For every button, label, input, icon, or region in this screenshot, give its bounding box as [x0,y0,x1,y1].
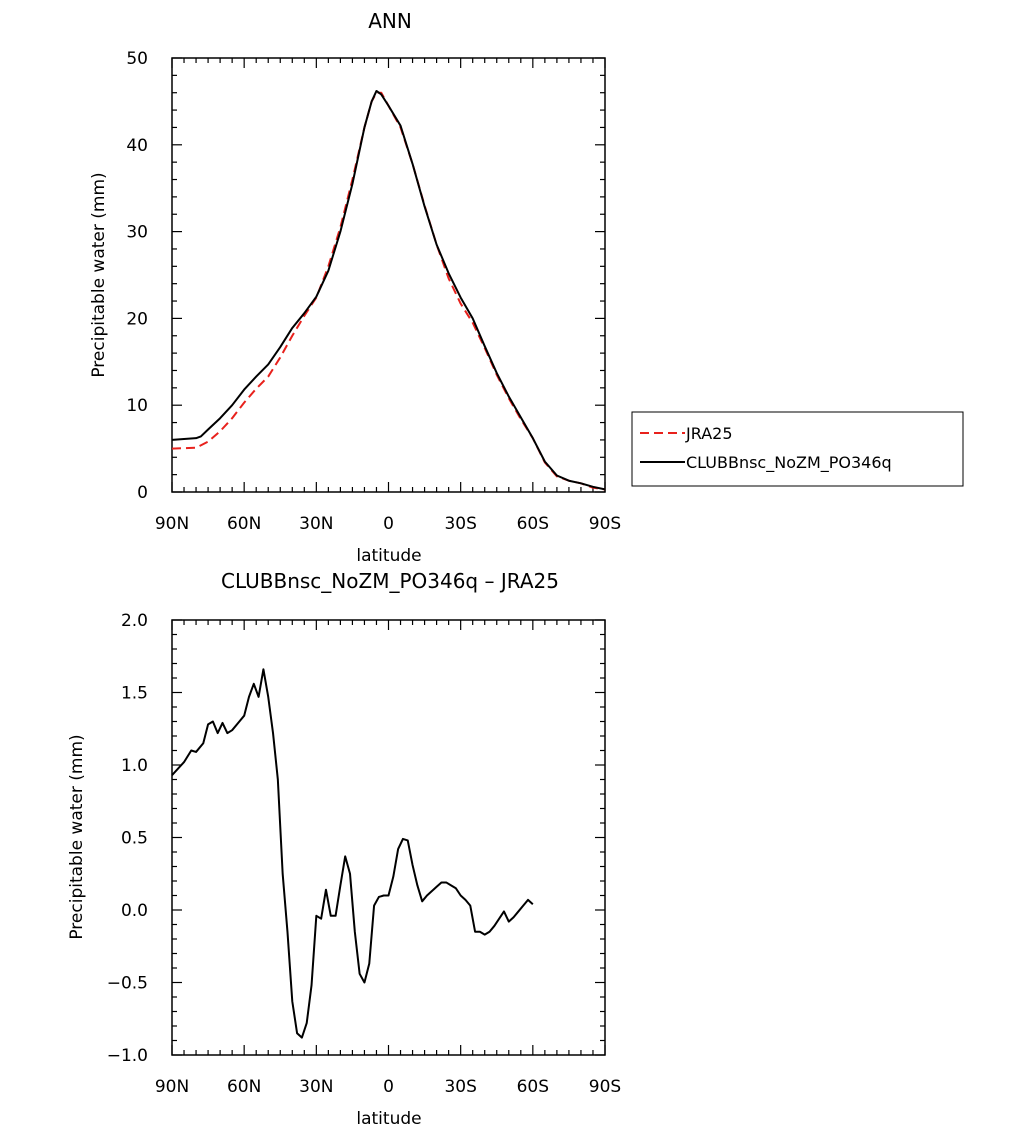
bottom-chart-title: CLUBBnsc_NoZM_PO346q – JRA25 [221,569,559,593]
x-tick-label: 0 [383,514,394,534]
bottom-x-axis-label: latitude [356,1109,421,1129]
y-tick-label: −0.5 [107,974,148,994]
bottom-series [171,668,534,1039]
y-tick-label: 0.5 [121,829,148,849]
legend-box [631,411,964,487]
y-tick-label: 2.0 [121,611,148,631]
y-tick-label: 40 [126,136,148,156]
series-line [171,668,534,1039]
x-tick-label: 90N [155,514,189,534]
legend-label-jra25: JRA25 [685,424,733,443]
y-tick-label: −1.0 [107,1046,148,1066]
x-tick-label: 60S [517,514,549,534]
top-series [171,89,606,491]
top-chart-title: ANN [368,9,412,33]
y-tick-label: 1.5 [121,684,148,704]
x-tick-label: 0 [383,1077,394,1097]
y-tick-label: 20 [126,309,148,329]
y-tick-label: 1.0 [121,756,148,776]
bottom-ticks [171,619,606,1056]
y-tick-label: 30 [126,223,148,243]
series-line [171,89,606,491]
x-tick-label: 60N [227,1077,261,1097]
bottom-y-axis-label: Precipitable water (mm) [67,734,87,939]
bottom-tick-labels: 90N 60N 30N 0 30S 60S 90S −1.0 −0.5 0.0 0.5 1.0 1.5 2… [107,611,622,1097]
x-tick-label: 90N [155,1077,189,1097]
y-tick-label: 50 [126,49,148,69]
legend-label-clubb: CLUBBnsc_NoZM_PO346q [686,453,892,473]
x-tick-label: 30N [299,1077,333,1097]
top-plot-frame [171,57,606,493]
x-tick-label: 90S [589,1077,621,1097]
legend: JRA25 CLUBBnsc_NoZM_PO346q [631,411,964,487]
x-tick-label: 30S [444,1077,476,1097]
y-tick-label: 0.0 [121,901,148,921]
y-tick-label: 0 [137,483,148,503]
x-tick-label: 60N [227,514,261,534]
x-tick-label: 90S [589,514,621,534]
bottom-plot-frame [171,619,606,1056]
top-tick-labels: 90N 60N 30N 0 30S 60S 90S 0 10 20 30 40 50 [126,49,621,534]
x-tick-label: 30S [444,514,476,534]
top-y-axis-label: Precipitable water (mm) [89,172,109,377]
bottom-chart: CLUBBnsc_NoZM_PO346q – JRA25 90N 60N 30N 0 3… [67,569,621,1129]
y-tick-label: 10 [126,396,148,416]
x-tick-label: 30N [299,514,333,534]
series-line [171,91,606,491]
top-ticks [171,57,606,493]
x-tick-label: 60S [517,1077,549,1097]
top-chart: ANN 90N 60N 30N 0 30S 60S 90S 0 10 20 30 40 50 latit… [89,9,964,566]
top-x-axis-label: latitude [356,546,421,566]
